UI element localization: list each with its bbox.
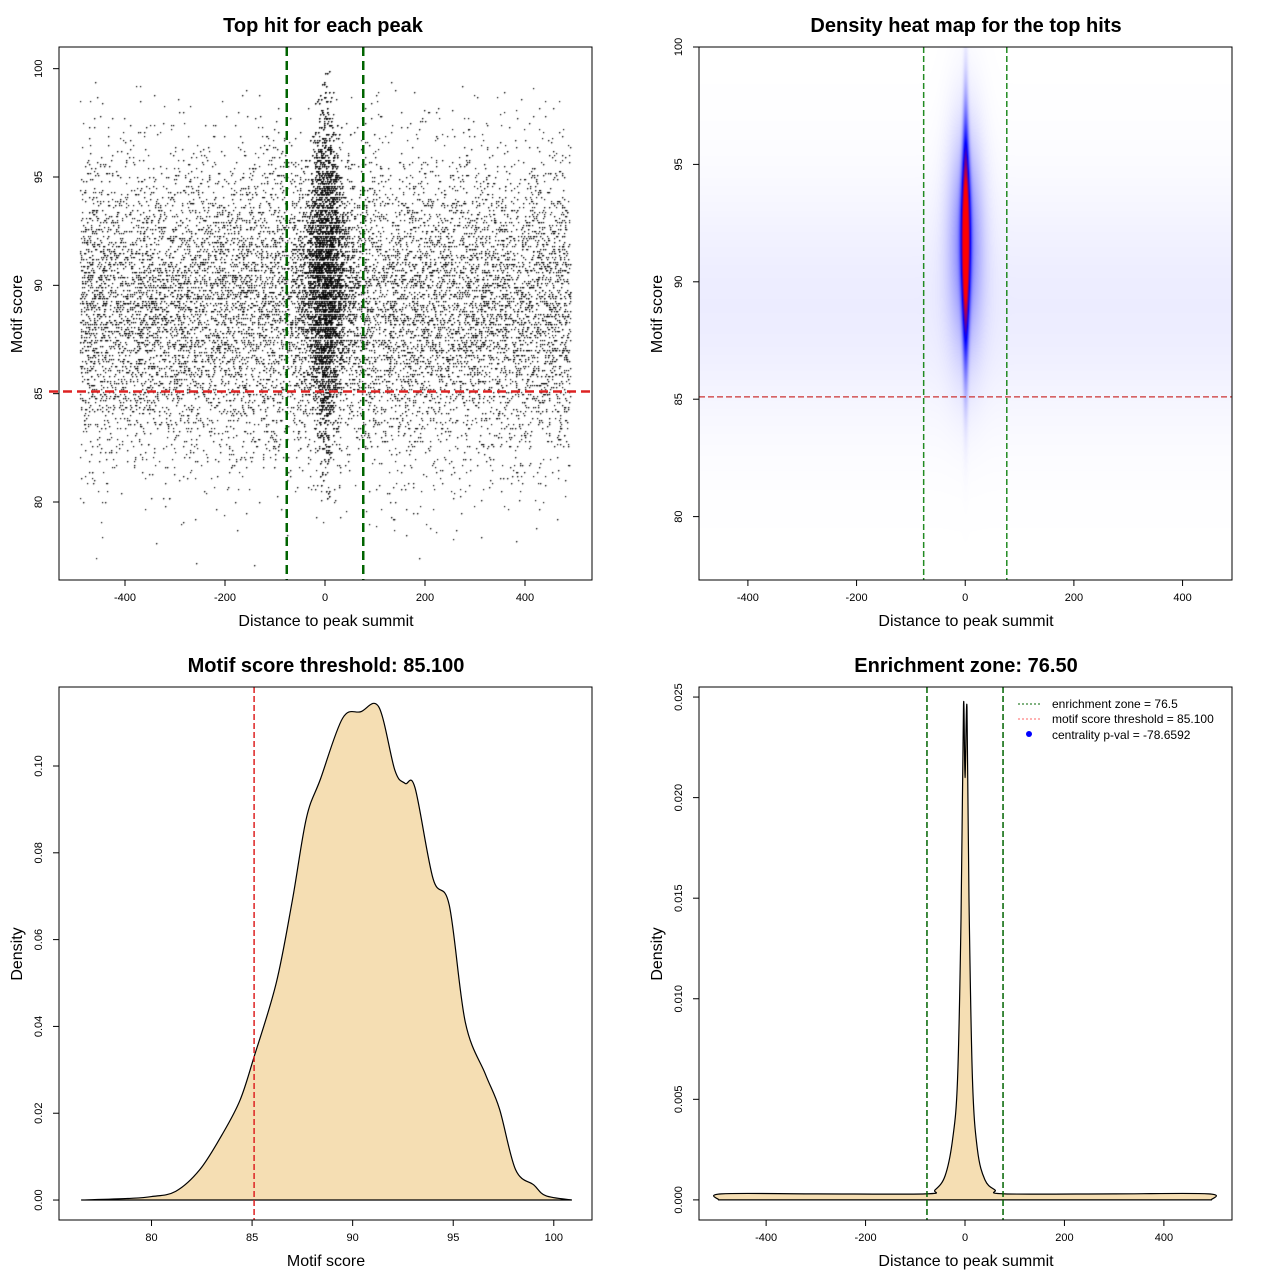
panel4-title: Enrichment zone: 76.50: [854, 655, 1077, 677]
y-tick-label: 0.005: [673, 1086, 685, 1114]
panel3-frame: [58, 686, 593, 1221]
x-tick-label: -400: [114, 592, 136, 604]
legend-threshold: motif score threshold = 85.100: [1052, 712, 1214, 726]
panel2-title: Density heat map for the top hits: [810, 15, 1121, 37]
legend-pval-marker: [1026, 731, 1032, 737]
x-tick-label: -200: [214, 592, 236, 604]
x-tick-label: 400: [1155, 1232, 1173, 1244]
panel3-title: Motif score threshold: 85.100: [188, 655, 465, 677]
y-tick-label: 95: [33, 171, 45, 183]
x-tick-label: 0: [322, 592, 328, 604]
density-curve: [81, 702, 572, 1201]
y-tick-label: 0.010: [673, 985, 685, 1013]
x-tick-label: 80: [145, 1232, 157, 1244]
y-tick-label: 0.02: [33, 1103, 45, 1124]
x-tick-label: 90: [347, 1232, 359, 1244]
density-heatmap: [699, 47, 1232, 580]
density-curve: [712, 700, 1218, 1201]
panel1-title: Top hit for each peak: [223, 15, 424, 37]
y-tick-label: 0.00: [33, 1189, 45, 1210]
x-tick-label: -200: [846, 592, 868, 604]
x-tick-label: 95: [447, 1232, 459, 1244]
panel1-ylabel: Motif score: [9, 275, 26, 353]
y-tick-label: 0.06: [33, 929, 45, 950]
y-tick-label: 0.020: [673, 784, 685, 812]
panel3-xlabel: Motif score: [287, 1253, 365, 1270]
y-tick-label: 80: [33, 496, 45, 508]
x-tick-label: 0: [962, 1232, 968, 1244]
x-tick-label: 400: [1173, 592, 1191, 604]
y-tick-label: 0.015: [673, 884, 685, 912]
panel1-xlabel: Distance to peak summit: [238, 613, 414, 630]
x-tick-label: -200: [855, 1232, 877, 1244]
y-tick-label: 0.08: [33, 842, 45, 863]
x-tick-label: 100: [545, 1232, 563, 1244]
x-tick-label: 85: [246, 1232, 258, 1244]
panel3-ylabel: Density: [9, 927, 26, 980]
y-tick-label: 0.04: [33, 1016, 45, 1037]
x-tick-label: 200: [416, 592, 434, 604]
legend-zone: enrichment zone = 76.5: [1052, 697, 1178, 711]
y-tick-label: 100: [33, 59, 45, 77]
x-tick-label: 200: [1055, 1232, 1073, 1244]
y-tick-label: 100: [673, 38, 685, 56]
y-tick-label: 85: [673, 393, 685, 405]
x-tick-label: 200: [1065, 592, 1083, 604]
x-tick-label: 0: [962, 592, 968, 604]
y-tick-label: 85: [33, 388, 45, 400]
legend-pval: centrality p-val = -78.6592: [1052, 728, 1191, 742]
y-tick-label: 90: [673, 276, 685, 288]
x-tick-label: -400: [737, 592, 759, 604]
panel4-xlabel: Distance to peak summit: [878, 1253, 1054, 1270]
panel2-ylabel: Motif score: [649, 275, 666, 353]
x-tick-label: -400: [755, 1232, 777, 1244]
x-tick-label: 400: [516, 592, 534, 604]
panel4-ylabel: Density: [649, 927, 666, 980]
y-tick-label: 95: [673, 158, 685, 170]
panel1-frame: [58, 46, 593, 581]
y-tick-label: 0.000: [673, 1186, 685, 1214]
y-tick-label: 0.025: [673, 683, 685, 711]
legend: enrichment zone = 76.5 motif score thres…: [1018, 697, 1214, 742]
y-tick-label: 80: [673, 510, 685, 522]
panel2-frame: [698, 46, 1233, 581]
scatter-points: [59, 47, 592, 580]
y-tick-label: 90: [33, 279, 45, 291]
y-tick-label: 0.10: [33, 755, 45, 776]
panel2-xlabel: Distance to peak summit: [878, 613, 1054, 630]
